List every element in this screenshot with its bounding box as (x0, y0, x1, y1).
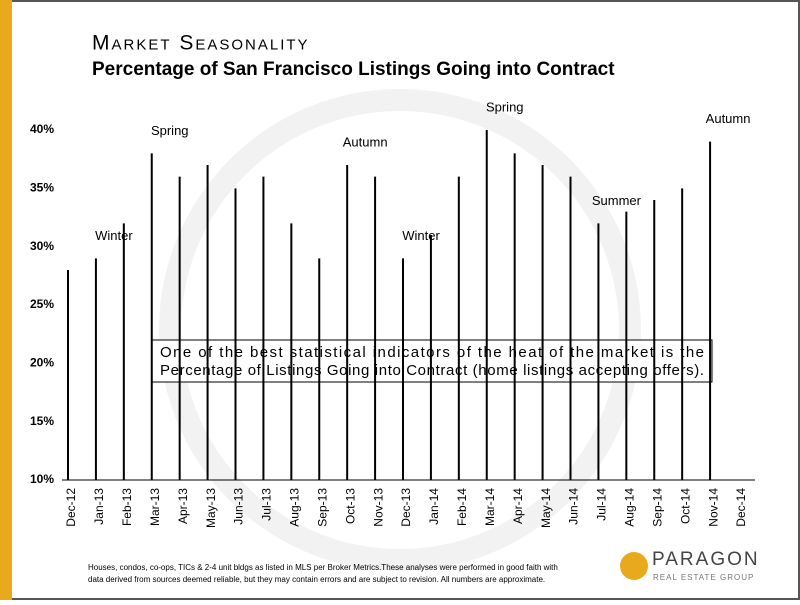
annotation: Spring (486, 99, 524, 114)
x-tick-label: Aug-13 (288, 488, 302, 527)
x-tick-label: Feb-14 (455, 488, 469, 526)
x-tick-label: Dec-13 (399, 488, 413, 527)
side-bar (0, 0, 12, 600)
x-tick-label: Feb-13 (120, 488, 134, 526)
y-tick-label: 35% (30, 181, 54, 195)
x-tick-label: Sep-14 (650, 488, 664, 527)
y-tick-label: 20% (30, 356, 54, 370)
note: One of the best statistical indicators o… (160, 344, 704, 361)
x-tick-label: Nov-14 (706, 488, 720, 527)
annotation: Spring (151, 123, 189, 138)
x-tick-label: Dec-14 (734, 488, 748, 527)
annotation: Winter (402, 228, 440, 243)
x-tick-label: Apr-14 (511, 488, 525, 524)
chart-subtitle: Percentage of San Francisco Listings Goi… (92, 59, 615, 80)
y-tick-label: 30% (30, 239, 54, 253)
x-tick-label: Jun-13 (232, 488, 246, 525)
x-tick-label: Oct-14 (678, 488, 692, 524)
annotation: Winter (95, 228, 133, 243)
x-tick-label: May-14 (539, 488, 553, 528)
annotation: Autumn (343, 134, 388, 149)
x-tick-label: Oct-13 (343, 488, 357, 524)
footnote: Houses, condos, co-ops, TICs & 2-4 unit … (88, 563, 558, 572)
x-tick-label: Apr-13 (176, 488, 190, 524)
note-box (151, 339, 713, 383)
x-tick-label: Jan-14 (427, 488, 441, 525)
logo-tagline: REAL ESTATE GROUP (653, 573, 754, 582)
x-tick-label: Aug-14 (623, 488, 637, 527)
x-tick-label: Jul-14 (595, 488, 609, 521)
watermark (159, 89, 641, 571)
x-tick-label: Nov-13 (371, 488, 385, 527)
footnote: data derived from sources deemed reliabl… (88, 575, 545, 584)
chart-title: Market Seasonality (92, 32, 310, 55)
annotation: Summer (592, 193, 642, 208)
x-tick-label: Jul-13 (260, 488, 274, 521)
logo-icon (620, 552, 648, 580)
x-tick-label: May-13 (204, 488, 218, 528)
annotation: Autumn (706, 111, 751, 126)
y-tick-label: 40% (30, 122, 54, 136)
x-tick-label: Sep-13 (315, 488, 329, 527)
x-tick-label: Jan-13 (92, 488, 106, 525)
x-tick-label: Jun-14 (567, 488, 581, 525)
y-tick-label: 15% (30, 414, 54, 428)
logo-name: PARAGON (652, 549, 760, 570)
note: Percentage of Listings Going into Contra… (160, 362, 704, 379)
y-tick-label: 25% (30, 297, 54, 311)
x-tick-label: Mar-14 (483, 488, 497, 526)
x-tick-label: Dec-12 (64, 488, 78, 527)
x-tick-label: Mar-13 (148, 488, 162, 526)
y-tick-label: 10% (30, 472, 54, 486)
